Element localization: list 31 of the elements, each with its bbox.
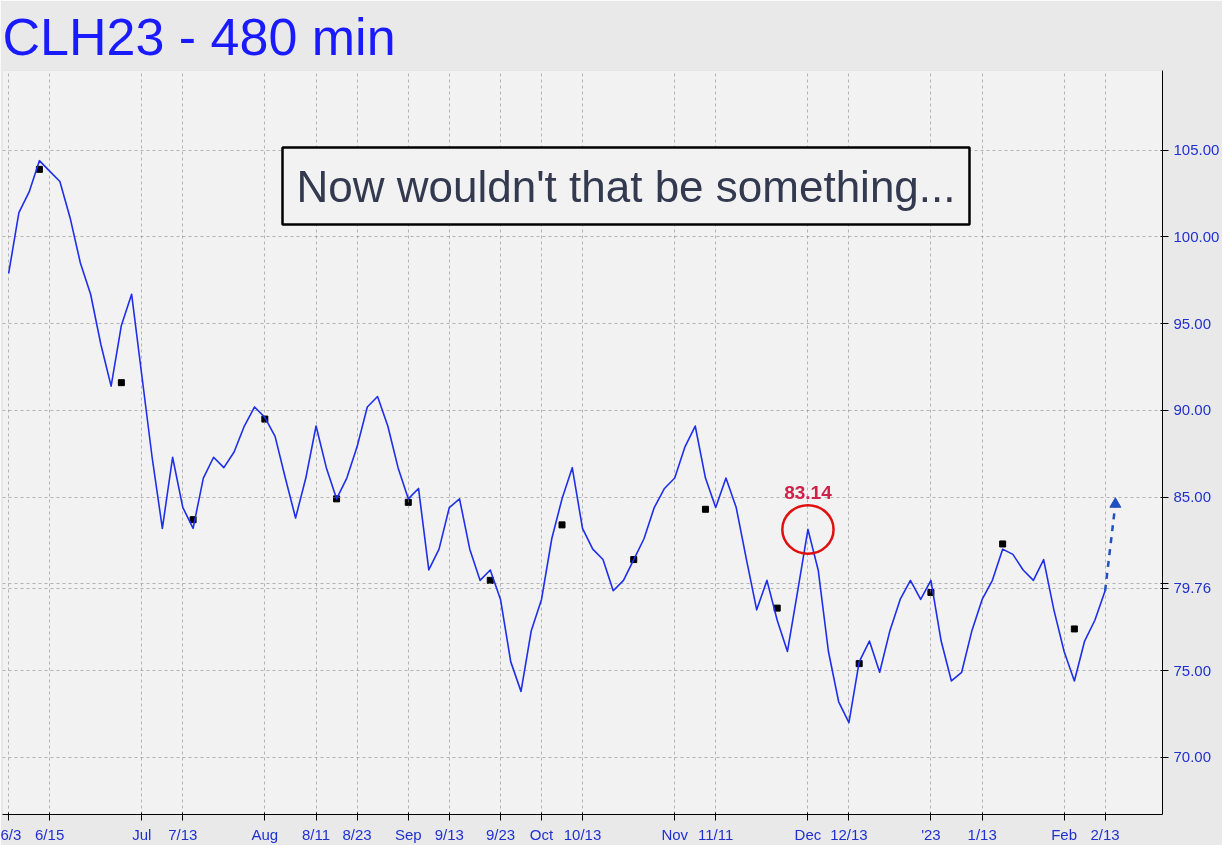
x-tick-label: 1/13 [967, 825, 997, 843]
x-tick-label: 9/23 [485, 825, 516, 843]
x-tick-label: Aug [251, 825, 279, 843]
y-tick-label: 75.00 [1173, 661, 1212, 679]
x-tick-label: Feb [1051, 825, 1078, 843]
y-tick-label: 95.00 [1173, 314, 1212, 332]
y-tick-label: 85.00 [1173, 488, 1212, 506]
x-tick-label: 12/13 [830, 825, 868, 843]
y-tick-label: 70.00 [1173, 748, 1212, 766]
y-tick-label: 90.00 [1173, 401, 1212, 419]
x-tick-label: Oct [529, 825, 555, 843]
x-tick-label: 10/13 [563, 825, 602, 843]
x-tick-label: 6/15 [35, 825, 65, 843]
annotation: 83.14 [784, 482, 833, 504]
x-tick-label: Sep [394, 825, 422, 843]
annotation: Now wouldn't that be something... [296, 161, 956, 211]
y-tick-label: 79.76 [1173, 579, 1212, 596]
x-tick-label: 7/13 [168, 825, 198, 843]
x-tick-label: 2/13 [1090, 825, 1120, 843]
x-tick-label: '23 [921, 825, 941, 843]
x-tick-label: 11/11 [698, 825, 734, 843]
y-tick-label: 105.00 [1173, 141, 1220, 159]
chart-title: CLH23 - 480 min [2, 7, 396, 66]
x-tick-label: 6/3 [0, 825, 22, 843]
x-tick-label: Jul [132, 825, 152, 843]
x-tick-label: 9/13 [434, 825, 464, 843]
x-tick-label: 8/23 [342, 825, 372, 843]
x-tick-label: 8/11 [302, 825, 331, 843]
x-tick-label: Dec [794, 825, 822, 843]
x-tick-label: Nov [661, 825, 689, 843]
y-tick-label: 100.00 [1173, 227, 1220, 245]
